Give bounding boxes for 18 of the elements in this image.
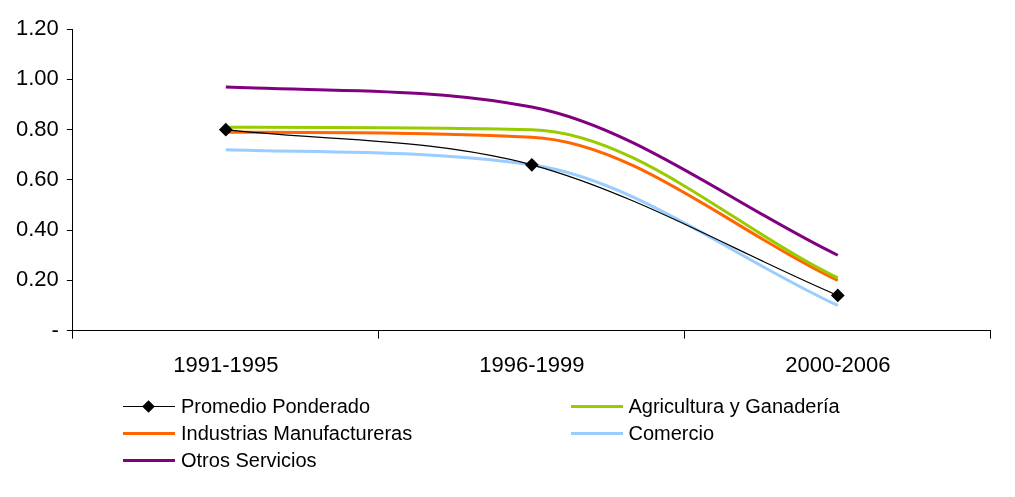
y-tick-label: 1.20 xyxy=(15,15,59,41)
y-tick-label: 0.20 xyxy=(15,266,59,292)
point xyxy=(831,288,845,303)
y-tick-label: 0.80 xyxy=(15,115,59,141)
legend-label: Industrias Manufactureras xyxy=(181,421,413,446)
point xyxy=(525,158,539,172)
x-tick-label: 1991-1995 xyxy=(173,351,279,377)
x-tick-label: 2000-2006 xyxy=(785,351,891,377)
legend-label: Agricultura y Ganadería xyxy=(628,394,840,419)
legend-label: Otros Servicios xyxy=(181,448,317,473)
x-tick-label: 1996-1999 xyxy=(479,351,585,377)
y-tick-label: - xyxy=(51,316,59,342)
y-tick-label: 0.40 xyxy=(15,216,59,242)
y-tick-label: 1.00 xyxy=(15,65,59,91)
point xyxy=(219,123,233,137)
y-tick-label: 0.60 xyxy=(15,165,59,191)
legend-label: Comercio xyxy=(628,421,715,446)
legend-label: Promedio Ponderado xyxy=(181,394,371,419)
